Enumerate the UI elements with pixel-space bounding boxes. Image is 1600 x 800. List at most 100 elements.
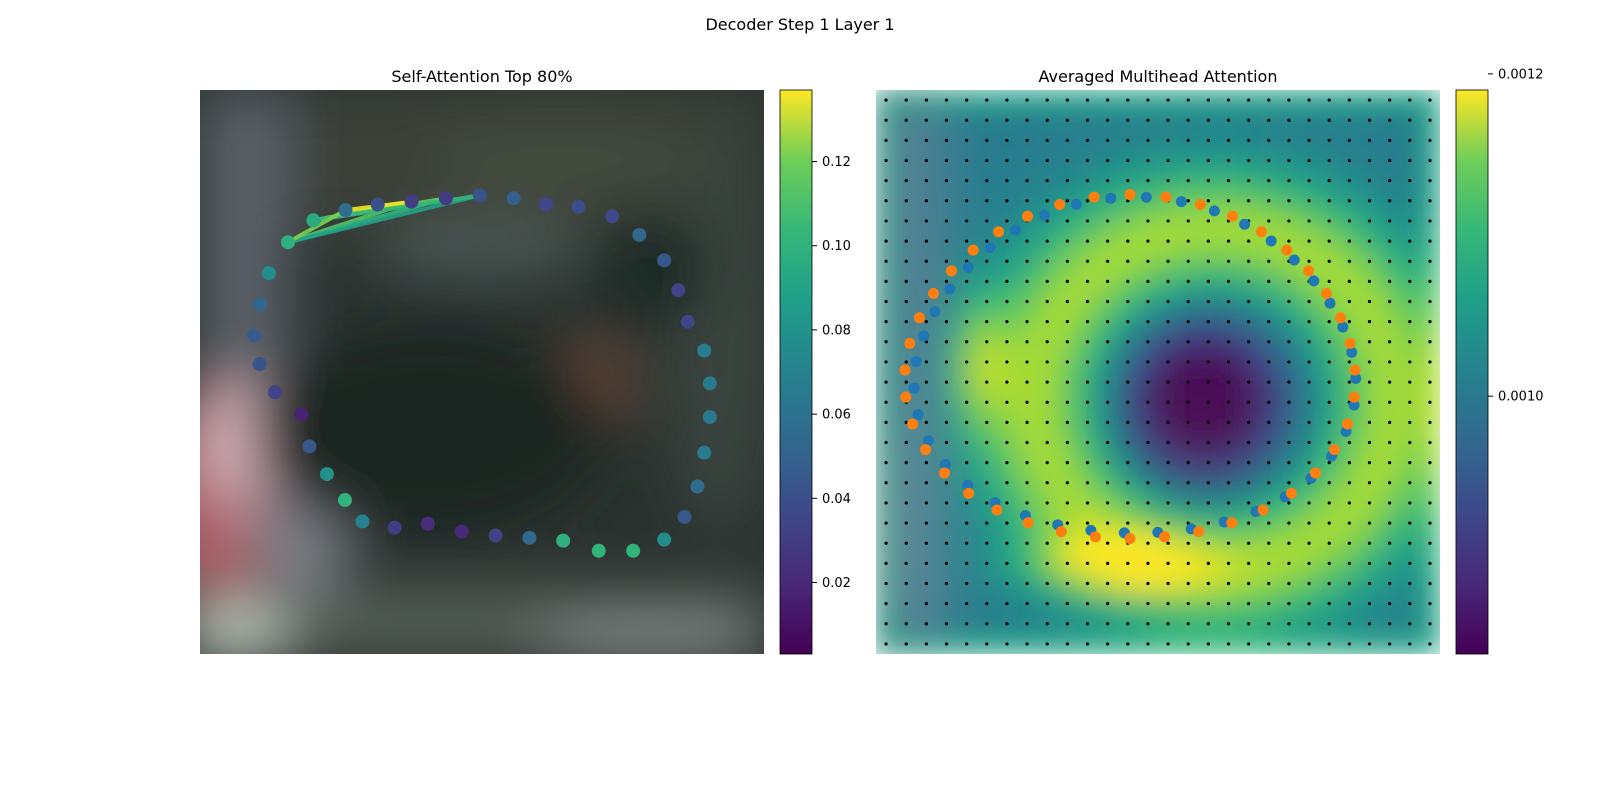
grid-dot [1005,561,1009,565]
grid-dot [924,98,928,102]
grid-dot [1025,340,1029,344]
target-point [1226,517,1238,529]
grid-dot [1045,279,1049,283]
grid-dot [1367,581,1372,586]
keypoint [697,343,712,358]
grid-dot [1085,622,1090,626]
grid-dot [884,380,888,384]
grid-dot [1106,581,1110,586]
grid-dot [924,158,928,163]
grid-dot [1428,98,1432,102]
grid-dot [1226,501,1231,505]
grid-dot [1186,98,1190,102]
grid-dot [1307,340,1311,344]
grid-dot [1367,138,1372,142]
grid-dot [1388,420,1392,424]
grid-dot [1327,158,1331,163]
grid-dot [1045,239,1049,243]
grid-dot [1146,501,1150,505]
grid-dot [1025,98,1029,102]
grid-dot [924,642,928,646]
grid-dot [1347,481,1351,485]
grid-dot [1327,340,1331,344]
grid-dot [1045,299,1049,304]
grid-dot [1428,501,1432,505]
grid-dot [1146,380,1150,384]
grid-dot [1388,581,1392,586]
grid-dot [985,279,989,283]
grid-dot [1428,279,1432,283]
grid-dot [1367,199,1372,203]
grid-dot [1126,179,1130,183]
grid-dot [1287,622,1291,626]
target-point [1124,189,1136,201]
keypoint [280,235,295,250]
grid-dot [884,481,888,485]
grid-dot [1085,360,1090,364]
grid-dot [1307,158,1311,163]
grid-dot [1347,259,1351,263]
grid-dot [1126,440,1130,445]
grid-dot [1206,239,1210,243]
grid-dot [1388,320,1392,324]
grid-dot [1428,158,1432,163]
grid-dot [1428,581,1432,586]
grid-dot [1146,299,1150,304]
grid-dot [1126,279,1130,283]
grid-dot [1408,440,1412,445]
grid-dot [1065,279,1069,283]
keypoint [506,191,521,206]
grid-dot [1106,461,1110,465]
grid-dot [1247,340,1251,344]
predicted-point [1324,297,1336,309]
grid-dot [1388,622,1392,626]
colorbar-tick-label: 0.10 [822,239,851,254]
grid-dot [1327,199,1331,203]
grid-dot [965,380,969,384]
grid-dot [1186,581,1190,586]
grid-dot [1126,602,1130,606]
grid-dot [944,440,949,445]
grid-dot [1247,481,1251,485]
grid-dot [1226,440,1231,445]
grid-dot [985,340,989,344]
grid-dot [1226,400,1231,404]
predicted-point [922,435,934,447]
grid-dot [1065,239,1069,243]
grid-dot [1408,622,1412,626]
grid-dot [1065,158,1069,163]
grid-dot [1287,219,1291,223]
grid-dot [1065,179,1069,183]
grid-dot [1186,340,1190,344]
keypoint [657,253,672,268]
grid-dot [1045,158,1049,163]
grid-dot [1206,98,1210,102]
grid-dot [985,179,989,183]
grid-dot [1166,299,1170,304]
grid-dot [1247,380,1251,384]
keypoint [680,314,695,329]
grid-dot [985,299,989,304]
grid-dot [1226,481,1231,485]
grid-dot [924,299,928,304]
grid-dot [1005,259,1009,263]
grid-dot [1287,340,1291,344]
target-point [1054,198,1066,210]
grid-dot [1247,158,1251,163]
grid-dot [944,158,949,163]
grid-dot [1065,622,1069,626]
grid-dot [1186,561,1190,565]
grid-dot [1126,461,1130,465]
grid-dot [1065,118,1069,122]
grid-dot [944,622,949,626]
grid-dot [1166,561,1170,565]
grid-dot [1045,581,1049,586]
grid-dot [1267,501,1271,505]
grid-dot [1247,541,1251,545]
keypoint [355,514,370,529]
grid-dot [1428,642,1432,646]
grid-dot [1367,501,1372,505]
keypoint [294,407,309,422]
grid-dot [1186,400,1190,404]
grid-dot [944,360,949,364]
